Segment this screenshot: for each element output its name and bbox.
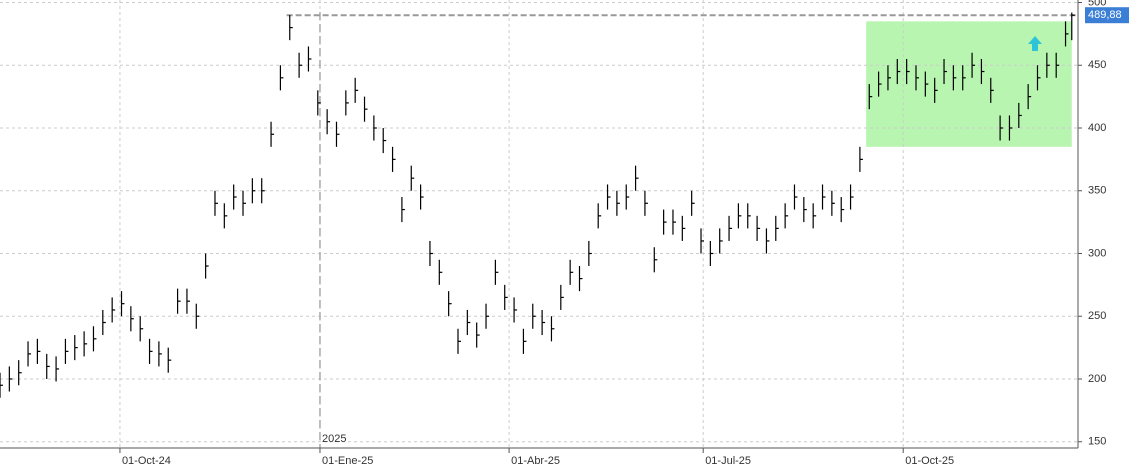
y-tick-label: 500	[1088, 0, 1106, 8]
x-tick-label: 01-Oct-24	[122, 455, 171, 467]
up-arrow-icon	[1028, 36, 1042, 51]
last-price-label: 489,88	[1088, 9, 1122, 21]
y-tick-label: 200	[1088, 373, 1106, 385]
y-tick-label: 150	[1088, 436, 1106, 448]
y-tick-label: 300	[1088, 247, 1106, 259]
x-tick-label: 01-Oct-25	[905, 455, 954, 467]
x-tick-label: 01-Abr-25	[511, 455, 560, 467]
x-tick-label: 01-Jul-25	[705, 455, 751, 467]
y-tick-label: 450	[1088, 59, 1106, 71]
y-tick-label: 400	[1088, 122, 1106, 134]
year-label: 2025	[322, 433, 346, 445]
last-price-box	[1085, 7, 1129, 24]
x-tick-label: 01-Ene-25	[322, 455, 373, 467]
y-tick-label: 350	[1088, 185, 1106, 197]
y-tick-label: 250	[1088, 310, 1106, 322]
